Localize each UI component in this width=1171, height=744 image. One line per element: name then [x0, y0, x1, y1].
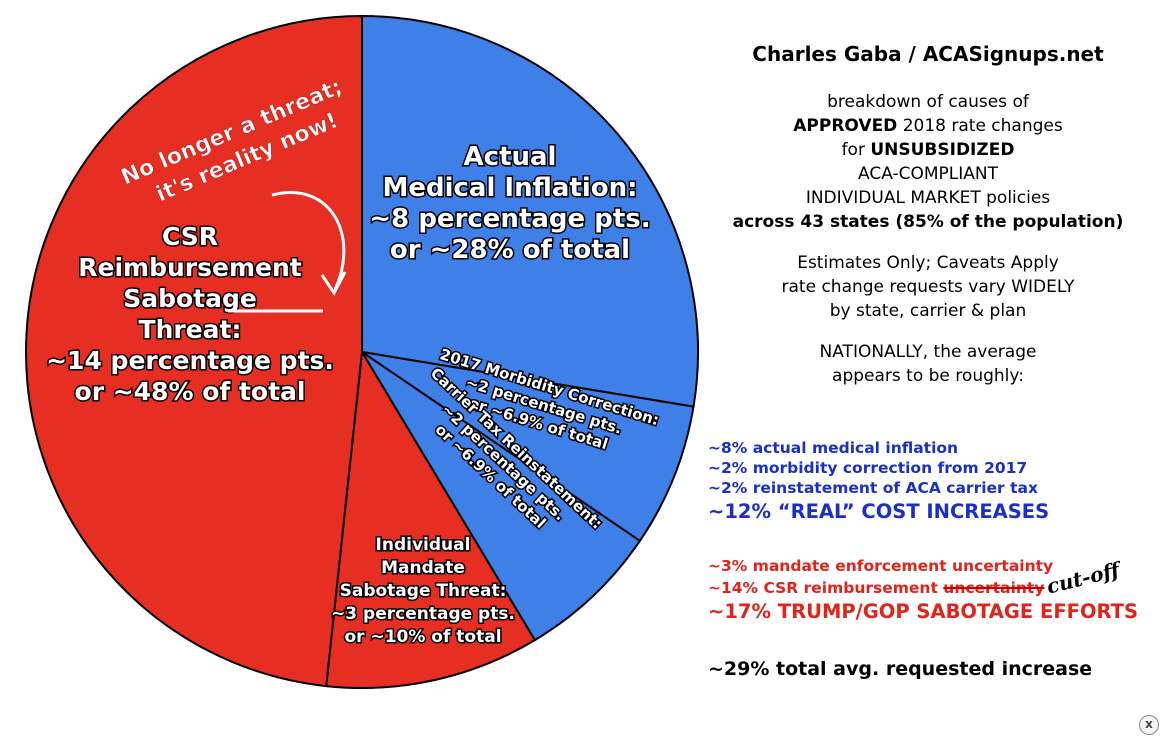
slice-label-line: Sabotage	[123, 284, 257, 313]
desc-line-1: breakdown of causes of	[827, 92, 1029, 112]
red-sabotage-list: ~3% mandate enforcement uncertainty ~14%…	[708, 556, 1138, 625]
slice-label-line: Reimbursement	[78, 253, 301, 282]
page-title: Charles Gaba / ACASignups.net	[752, 42, 1104, 66]
grand-total: ~29% total avg. requested increase	[708, 658, 1093, 680]
slice-label-line: or ~48% of total	[75, 377, 306, 406]
pie-slice-2	[361, 351, 695, 543]
annotation-arrow	[271, 191, 346, 291]
slice-label-4: Individual Mandate Sabotage Threat: ~3 perc…	[331, 535, 515, 647]
slice-label-line: or ~28% of total	[390, 235, 630, 265]
desc-line-6: across 43 states (85% of the population)	[732, 212, 1124, 232]
approved-text: APPROVED	[793, 116, 898, 136]
desc-line-3: for UNSUBSIDIZED	[695, 138, 1161, 162]
slice-label-line: ~14 percentage pts.	[46, 346, 334, 375]
blue-item-3: ~2% reinstatement of ACA carrier tax	[708, 479, 1038, 497]
red-total: ~17% TRUMP/GOP SABOTAGE EFFORTS	[708, 600, 1139, 623]
desc-line-5: INDIVIDUAL MARKET policies	[805, 188, 1051, 208]
slice-label-line: or ~10% of total	[344, 627, 501, 647]
estimate-line-1: Estimates Only; Caveats Apply	[797, 253, 1059, 273]
sidebar: Charles Gaba / ACASignups.net breakdown …	[695, 40, 1161, 388]
red-item-1: ~3% mandate enforcement uncertainty	[708, 557, 1054, 575]
estimate-line-3: by state, carrier & plan	[829, 301, 1027, 321]
slice-label-line: Actual	[464, 142, 557, 172]
desc-line-2: APPROVED 2018 rate changes	[695, 114, 1161, 138]
national-line-1: NATIONALLY, the average	[819, 342, 1037, 362]
blue-item-2: ~2% morbidity correction from 2017	[708, 459, 1028, 477]
slice-label-line: Medical Inflation:	[382, 173, 637, 203]
slice-label-line: Threat:	[139, 315, 242, 344]
desc-line-4: ACA-COMPLIANT	[858, 164, 998, 184]
uncertainty-struck-text: uncertainty	[943, 579, 1045, 597]
national-line-2: appears to be roughly:	[832, 366, 1024, 386]
slice-label-line: Sabotage Threat:	[340, 581, 507, 601]
rate-changes-text: 2018 rate changes	[897, 116, 1063, 136]
slice-label-line: Mandate	[381, 558, 465, 578]
for-text: for	[841, 140, 871, 160]
slice-label-line: ~8 percentage pts.	[369, 204, 650, 234]
pie-slice-1	[361, 14, 699, 408]
blue-cost-list: ~8% actual medical inflation ~2% morbidi…	[708, 438, 1049, 525]
slice-label-line: ~3 percentage pts.	[331, 604, 515, 624]
estimate-line-2: rate change requests vary WIDELY	[781, 277, 1075, 297]
slice-label-line: CSR	[162, 222, 218, 251]
pie-slice-5	[25, 14, 363, 688]
blue-item-1: ~8% actual medical inflation	[708, 439, 959, 457]
slice-label-5: CSR Reimbursement Sabotage Threat: ~14 perce…	[46, 222, 334, 406]
pie-chart: Actual Medical Inflation: ~8 percentage pt…	[25, 14, 699, 689]
red-item-2: ~14% CSR reimbursement uncertaintycut-of…	[708, 557, 1138, 598]
csr-text: ~14% CSR reimbursement	[708, 579, 944, 597]
slice-label-1: Actual Medical Inflation: ~8 percentage pt…	[369, 142, 650, 265]
unsubsidized-text: UNSUBSIDIZED	[870, 140, 1015, 160]
pie-slice-4	[325, 348, 537, 689]
close-button[interactable]: x	[1139, 715, 1159, 735]
slice-label-line: Individual	[376, 535, 471, 555]
annotation-arrowhead	[320, 271, 347, 296]
pie-slice-3	[361, 351, 642, 642]
blue-total: ~12% “REAL” COST INCREASES	[708, 500, 1050, 523]
